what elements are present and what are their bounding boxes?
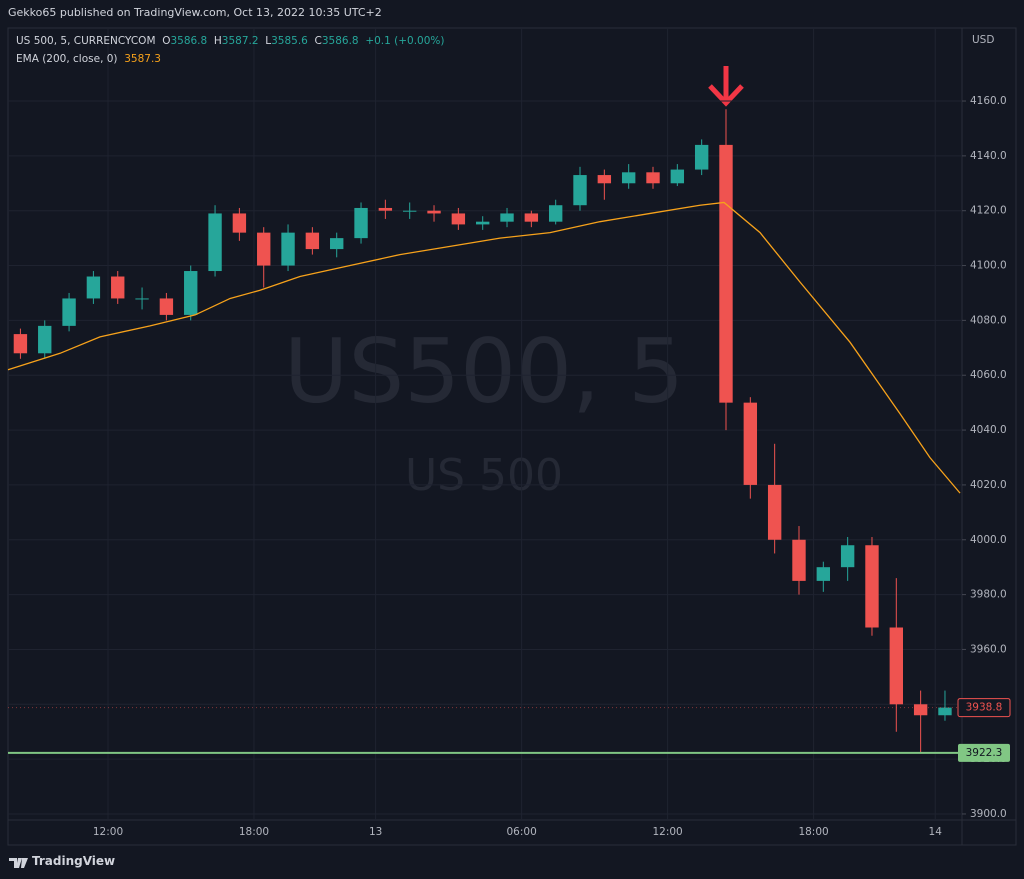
symbol: US 500, 5, CURRENCYCOM: [16, 35, 156, 47]
candle-body: [719, 144, 733, 403]
candle-body: [840, 545, 855, 568]
arrow: [708, 66, 744, 107]
ema-line: [7, 201, 961, 494]
x-tick-label: 14: [929, 826, 943, 838]
y-tick-label: 4140.0: [970, 150, 1007, 162]
candle-body: [475, 221, 490, 225]
candle-body: [816, 567, 831, 581]
candle-body: [232, 213, 247, 233]
ohlc-label: L: [265, 35, 272, 47]
candle-body: [354, 207, 368, 239]
legend-ema: EMA (200, close, 0) 3587.3: [16, 53, 161, 65]
candle-body: [38, 325, 52, 354]
candle-body: [743, 402, 758, 485]
y-tick-label: 4080.0: [970, 314, 1007, 326]
y-tick-label: 3900.0: [970, 808, 1007, 820]
candle-body: [670, 169, 685, 184]
change: +0.1 (+0.00%): [365, 35, 445, 47]
level-label-bg: [958, 743, 1010, 762]
candle-body: [889, 627, 903, 705]
candle-body: [792, 539, 806, 581]
candle-body: [86, 276, 101, 299]
level-label: 3922.3: [966, 747, 1003, 759]
candle-body: [159, 298, 174, 315]
candle-body: [111, 276, 125, 299]
ohlc-value: 3586.8: [321, 35, 359, 47]
candle-body: [865, 545, 879, 628]
candle-body: [573, 175, 587, 206]
candle-body: [184, 271, 198, 315]
ohlc-value: 3585.6: [271, 35, 308, 47]
legend: US 500, 5, CURRENCYCOM O3586.8 H3587.2 L…: [16, 35, 445, 47]
candle-body: [694, 144, 709, 170]
candle-body: [403, 210, 417, 212]
candle-body: [378, 207, 393, 211]
y-tick-label: 4100.0: [970, 260, 1007, 272]
y-tick-label: 4160.0: [970, 95, 1007, 107]
last-price-bg: [957, 698, 1011, 718]
ema-value: 3587.3: [124, 53, 161, 65]
header: Gekko65 published on TradingView.com, Oc…: [8, 6, 382, 19]
logo: [9, 858, 28, 868]
candle-body: [646, 172, 660, 184]
ohlc-value: 3586.8: [170, 35, 208, 47]
x-tick-label: 06:00: [506, 826, 536, 838]
y-tick-label: 3980.0: [970, 589, 1007, 601]
candle-body: [451, 213, 466, 225]
candle-body: [208, 213, 222, 272]
y-tick-label: 4000.0: [970, 534, 1007, 546]
x-tick-label: 18:00: [798, 826, 828, 838]
footer: TradingView: [32, 854, 116, 868]
candle-body: [330, 238, 344, 250]
y-tick-label: 4020.0: [970, 479, 1007, 491]
x-tick-label: 12:00: [652, 826, 682, 838]
candle-body: [13, 334, 28, 354]
candle-body: [548, 205, 563, 222]
candle-body: [281, 232, 295, 266]
candle-body: [62, 298, 76, 326]
y-tick-label: 4040.0: [970, 424, 1007, 436]
x-tick-label: 18:00: [239, 826, 269, 838]
ema-label: EMA (200, close, 0): [16, 53, 118, 65]
watermark-sub: US 500: [405, 450, 563, 501]
last-price-label: 3938.8: [966, 702, 1003, 714]
candle-body: [500, 213, 514, 222]
ohlc-label: H: [213, 35, 222, 47]
y-tick-label: 4060.0: [970, 369, 1007, 381]
candle-body: [767, 484, 782, 540]
candle-body: [427, 210, 441, 214]
x-tick-label: 13: [369, 826, 382, 838]
y-unit: USD: [972, 34, 994, 46]
candle-body: [913, 704, 928, 716]
candle-body: [524, 213, 539, 222]
candle-body: [621, 172, 636, 184]
frame: [7, 27, 1017, 846]
candle-body: [135, 298, 149, 300]
ohlc-value: 3587.2: [221, 35, 259, 47]
candle-body: [597, 175, 612, 184]
candle-body: [305, 232, 320, 250]
watermark: US500, 5: [284, 320, 684, 423]
ohlc-label: O: [162, 35, 171, 47]
candle-body: [938, 707, 952, 716]
x-tick-label: 12:00: [93, 826, 123, 838]
candle-body: [257, 232, 271, 266]
y-tick-label: 4120.0: [970, 205, 1007, 217]
y-tick-label: 3960.0: [970, 643, 1007, 655]
ohlc-label: C: [314, 35, 322, 47]
